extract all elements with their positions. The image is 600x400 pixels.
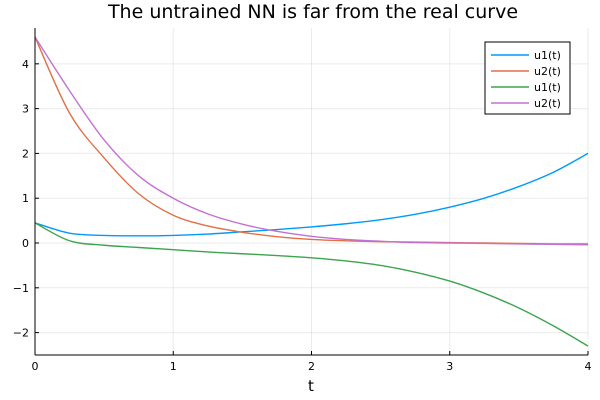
x-tick-label: 2 xyxy=(308,360,315,373)
series-layer xyxy=(34,36,589,347)
y-tick-label: 3 xyxy=(22,103,29,116)
x-tick-label: 4 xyxy=(585,360,592,373)
grid xyxy=(34,28,589,355)
x-tick-label: 1 xyxy=(170,360,177,373)
legend: u1(t) u2(t) u1(t) u2(t) xyxy=(484,41,571,115)
series-line-4 xyxy=(34,36,589,246)
tick-labels: 0 1 2 3 4 −2 −1 0 1 2 3 4 xyxy=(13,58,592,373)
legend-label-4: u2(t) xyxy=(534,97,561,110)
legend-label-1: u1(t) xyxy=(534,49,561,62)
x-axis-label: t xyxy=(308,377,314,395)
chart-title: The untrained NN is far from the real cu… xyxy=(107,1,518,23)
legend-label-2: u2(t) xyxy=(534,65,561,78)
y-tick-label: −1 xyxy=(13,282,29,295)
y-tick-label: 0 xyxy=(22,237,29,250)
x-tick-label: 3 xyxy=(446,360,453,373)
y-tick-label: 4 xyxy=(22,58,29,71)
y-tick-label: −2 xyxy=(13,327,29,340)
series-line-3 xyxy=(34,222,589,347)
series-line-1 xyxy=(34,152,589,237)
x-tick-label: 0 xyxy=(32,360,39,373)
y-tick-label: 1 xyxy=(22,192,29,205)
legend-label-3: u1(t) xyxy=(534,81,561,94)
axes xyxy=(34,28,589,356)
legend-box xyxy=(484,41,571,115)
y-tick-label: 2 xyxy=(22,147,29,160)
